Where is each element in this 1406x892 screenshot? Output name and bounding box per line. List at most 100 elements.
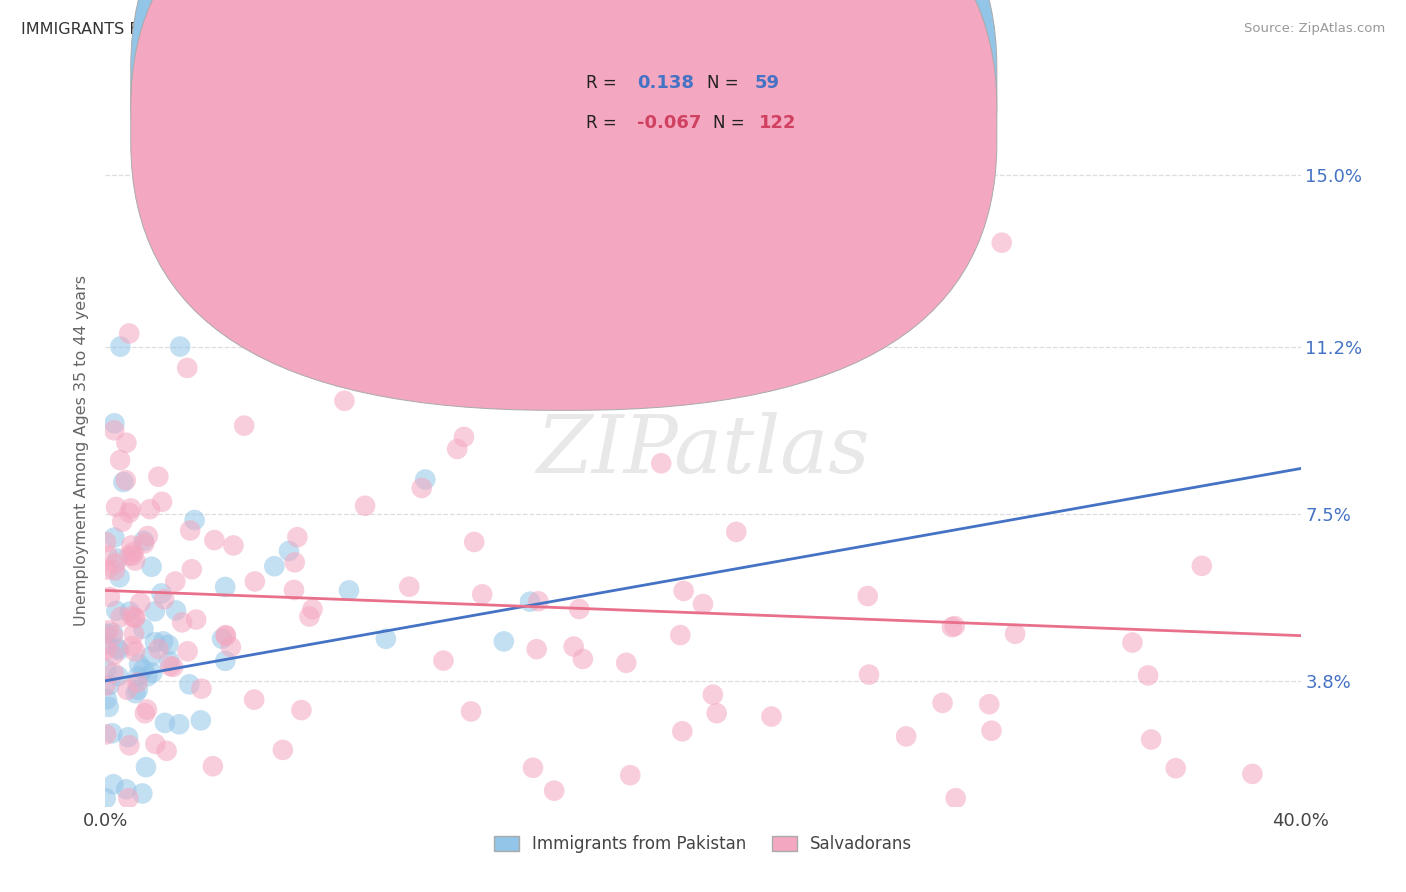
Point <box>115 782 138 797</box>
Point <box>96 642 118 657</box>
Point <box>650 456 672 470</box>
Text: 122: 122 <box>759 114 797 132</box>
Text: ZIPatlas: ZIPatlas <box>536 412 870 489</box>
Point <box>931 696 953 710</box>
Point <box>108 570 131 584</box>
Point <box>672 583 695 598</box>
Point <box>118 739 141 753</box>
Text: Source: ZipAtlas.com: Source: ZipAtlas.com <box>1244 22 1385 36</box>
Point <box>167 717 190 731</box>
Point <box>96 692 118 706</box>
Point <box>202 533 225 547</box>
Point <box>134 706 156 721</box>
Point <box>179 677 201 691</box>
Point <box>118 506 141 520</box>
Point <box>157 638 180 652</box>
Point <box>110 610 132 624</box>
Point <box>139 649 162 664</box>
Point <box>172 615 194 630</box>
Point <box>463 535 485 549</box>
Point <box>124 611 146 625</box>
Point <box>103 417 125 431</box>
Point <box>110 340 132 354</box>
Text: N =: N = <box>713 114 744 132</box>
Point <box>103 423 125 437</box>
Point <box>94 791 117 805</box>
Point <box>162 660 184 674</box>
Point <box>139 502 162 516</box>
Point <box>411 481 433 495</box>
Point <box>858 667 880 681</box>
Point <box>101 626 124 640</box>
Point <box>943 619 966 633</box>
Point <box>124 553 146 567</box>
Point <box>354 499 377 513</box>
Point <box>856 589 879 603</box>
Point <box>692 597 714 611</box>
Point <box>157 654 180 668</box>
Point <box>112 475 135 489</box>
Point <box>183 513 205 527</box>
Point <box>117 791 139 805</box>
Point <box>941 620 963 634</box>
Point <box>121 609 143 624</box>
Point <box>127 682 149 697</box>
Point <box>117 731 139 745</box>
Point <box>121 639 143 653</box>
Point <box>101 629 124 643</box>
Point <box>1137 668 1160 682</box>
Point <box>233 418 256 433</box>
Point <box>145 737 167 751</box>
Point <box>152 634 174 648</box>
Point <box>124 644 146 658</box>
Point <box>201 759 224 773</box>
Point <box>97 549 120 563</box>
Point <box>453 430 475 444</box>
Point <box>543 783 565 797</box>
Point <box>121 549 143 563</box>
Point <box>94 727 117 741</box>
Point <box>143 604 166 618</box>
Point <box>337 583 360 598</box>
Point <box>527 594 550 608</box>
Point <box>118 549 141 563</box>
Point <box>572 652 595 666</box>
Point <box>97 624 120 638</box>
Point <box>97 700 120 714</box>
Text: N =: N = <box>707 74 738 92</box>
Point <box>96 662 118 676</box>
Point <box>333 393 356 408</box>
Point <box>614 656 637 670</box>
Point <box>134 536 156 550</box>
Point <box>122 545 145 559</box>
Point <box>432 654 454 668</box>
Point <box>301 602 323 616</box>
Point <box>374 632 396 646</box>
Point <box>131 787 153 801</box>
Point <box>132 622 155 636</box>
Point <box>413 473 436 487</box>
Point <box>96 637 118 651</box>
Y-axis label: Unemployment Among Ages 35 to 44 years: Unemployment Among Ages 35 to 44 years <box>75 275 90 626</box>
Point <box>190 714 212 728</box>
Point <box>471 587 494 601</box>
Point <box>98 678 121 692</box>
Point <box>148 469 170 483</box>
Point <box>214 654 236 668</box>
Point <box>129 596 152 610</box>
Point <box>165 574 187 589</box>
Point <box>105 500 128 514</box>
Point <box>263 559 285 574</box>
Legend: Immigrants from Pakistan, Salvadorans: Immigrants from Pakistan, Salvadorans <box>488 829 918 860</box>
Point <box>104 557 127 571</box>
Point <box>136 669 159 683</box>
Point <box>107 641 129 656</box>
Point <box>148 642 170 657</box>
Point <box>522 761 544 775</box>
Text: R =: R = <box>586 114 617 132</box>
Point <box>526 642 548 657</box>
Point <box>117 682 139 697</box>
Point <box>1004 627 1026 641</box>
Point <box>169 340 191 354</box>
Point <box>519 595 541 609</box>
